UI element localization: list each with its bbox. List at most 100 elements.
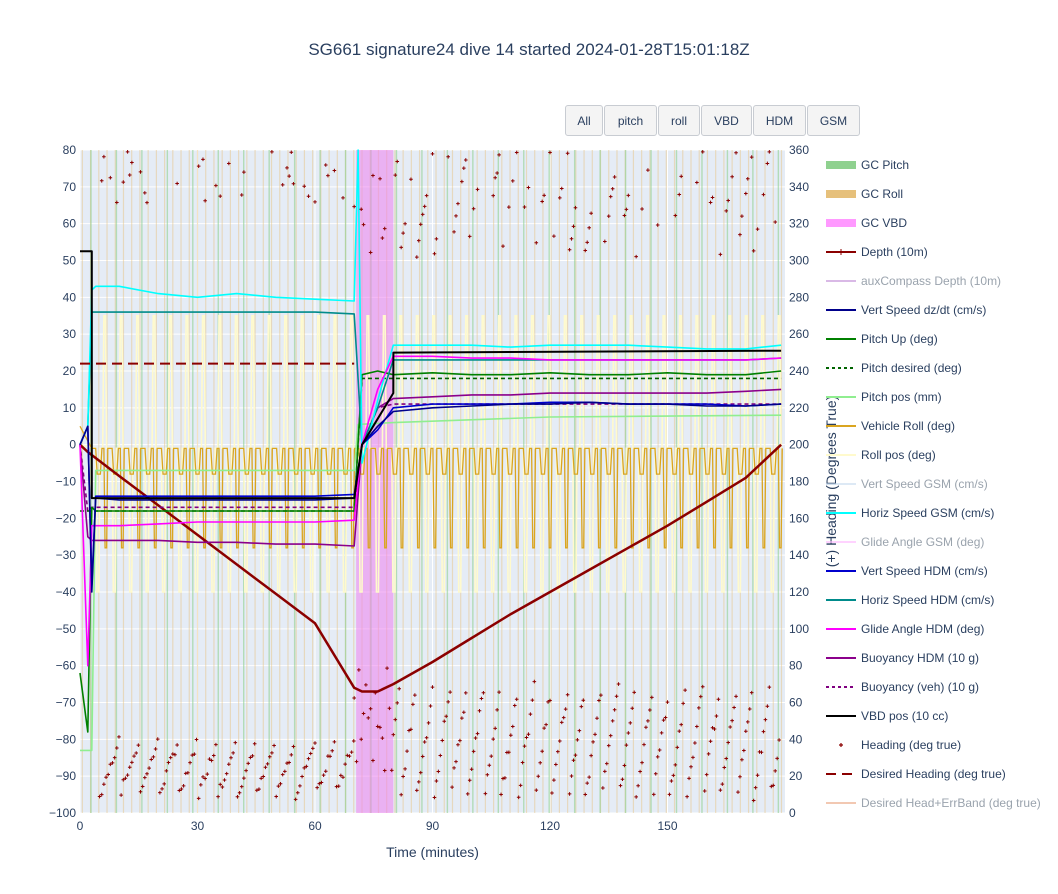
heading-point: [773, 220, 778, 224]
heading-point: [192, 752, 197, 756]
heading-point: [115, 746, 119, 750]
heading-point: [495, 171, 499, 175]
heading-point: [285, 166, 289, 170]
pitch-button[interactable]: pitch: [604, 105, 657, 136]
heading-point: [557, 739, 562, 743]
heading-point: [532, 679, 537, 684]
heading-point: [411, 702, 415, 707]
legend-item[interactable]: Buoyancy (veh) (10 g): [826, 680, 979, 694]
legend-item[interactable]: Desired Heading (deg true): [826, 767, 1006, 781]
heading-point: [168, 755, 173, 760]
heading-point: [554, 762, 558, 767]
heading-point: [677, 192, 682, 197]
heading-point: [749, 690, 754, 695]
heading-point: [755, 773, 760, 778]
legend-item[interactable]: Buoyancy HDM (10 g): [826, 651, 979, 665]
heading-point: [687, 776, 691, 781]
heading-point: [285, 761, 289, 765]
heading-point: [252, 742, 257, 746]
heading-point: [471, 206, 476, 211]
gc-vbd-region: [356, 150, 394, 813]
heading-point: [585, 240, 590, 245]
heading-point: [343, 762, 347, 766]
plot-area[interactable]: [79, 149, 785, 814]
heading-point: [634, 254, 638, 259]
legend-item[interactable]: Pitch pos (mm): [826, 390, 942, 404]
heading-point: [467, 234, 472, 239]
heading-point: [371, 173, 375, 178]
heading-point: [634, 795, 638, 799]
heading-point: [143, 191, 147, 195]
heading-point: [522, 205, 527, 209]
legend: GC Pitch GC Roll GC VBD Depth (10m) auxCompa…: [826, 158, 1041, 810]
heading-point: [706, 752, 711, 756]
heading-point: [726, 740, 731, 745]
all-button[interactable]: All: [565, 105, 603, 136]
legend-label: GC VBD: [861, 216, 907, 230]
legend-item[interactable]: Pitch Up (deg): [826, 332, 938, 346]
heading-point: [620, 777, 625, 782]
heading-point: [526, 185, 531, 190]
legend-item[interactable]: Glide Angle GSM (deg): [826, 535, 984, 549]
heading-point: [720, 782, 725, 786]
legend-item[interactable]: Pitch desired (deg): [826, 361, 962, 375]
heading-point: [138, 789, 143, 794]
heading-point: [675, 745, 680, 750]
legend-item[interactable]: Desired Head+ErrBand (deg true): [826, 796, 1041, 810]
heading-point: [405, 749, 409, 753]
gsm-button[interactable]: GSM: [807, 105, 860, 136]
heading-point: [361, 222, 366, 227]
y2-tick-label: 180: [789, 475, 809, 489]
heading-point: [593, 732, 597, 737]
legend-item[interactable]: Glide Angle HDM (deg): [826, 622, 984, 636]
heading-point: [153, 747, 158, 751]
heading-point: [601, 786, 605, 790]
legend-item[interactable]: Depth (10m): [826, 245, 928, 259]
heading-point: [341, 775, 345, 780]
heading-point: [740, 757, 744, 762]
legend-item[interactable]: Heading (deg true): [839, 738, 961, 752]
heading-point: [199, 783, 203, 787]
heading-point: [287, 760, 291, 765]
heading-point: [751, 249, 756, 253]
legend-item[interactable]: GC Pitch: [826, 158, 909, 172]
heading-point: [581, 698, 586, 702]
heading-point: [546, 700, 550, 704]
heading-point: [194, 737, 199, 742]
heading-point: [618, 783, 623, 788]
legend-item[interactable]: Horiz Speed GSM (cm/s): [826, 506, 994, 520]
legend-item[interactable]: Vert Speed dz/dt (cm/s): [826, 303, 986, 317]
heading-point: [744, 729, 748, 733]
legend-item[interactable]: Roll pos (deg): [826, 448, 936, 462]
heading-point: [710, 725, 715, 730]
heading-point: [442, 719, 447, 724]
heading-point: [510, 724, 515, 729]
legend-item[interactable]: Vehicle Roll (deg): [826, 419, 955, 433]
legend-item[interactable]: auxCompass Depth (10m): [826, 274, 1001, 288]
heading-point: [205, 772, 210, 776]
legend-item[interactable]: Vert Speed HDM (cm/s): [826, 564, 988, 578]
heading-point: [691, 755, 695, 760]
heading-point: [378, 176, 382, 181]
series-pitch-up-deg: [79, 370, 782, 733]
roll-button[interactable]: roll: [658, 105, 700, 136]
heading-point: [550, 791, 554, 795]
heading-point: [651, 792, 656, 797]
legend-item[interactable]: VBD pos (10 cc): [826, 709, 948, 723]
vbd-button[interactable]: VBD: [701, 105, 752, 136]
heading-point: [401, 774, 405, 779]
heading-point: [491, 737, 496, 741]
legend-item[interactable]: Vert Speed GSM (cm/s): [826, 477, 988, 491]
heading-point: [747, 707, 752, 711]
hdm-button[interactable]: HDM: [753, 105, 806, 136]
heading-point: [544, 722, 548, 727]
legend-label: Pitch Up (deg): [861, 332, 938, 346]
heading-point: [164, 769, 169, 773]
heading-point: [227, 762, 231, 767]
heading-point: [716, 697, 721, 702]
legend-item[interactable]: GC VBD: [826, 216, 907, 230]
heading-point: [597, 698, 601, 703]
heading-point: [542, 726, 546, 730]
legend-item[interactable]: Horiz Speed HDM (cm/s): [826, 593, 994, 607]
legend-item[interactable]: GC Roll: [826, 187, 903, 201]
